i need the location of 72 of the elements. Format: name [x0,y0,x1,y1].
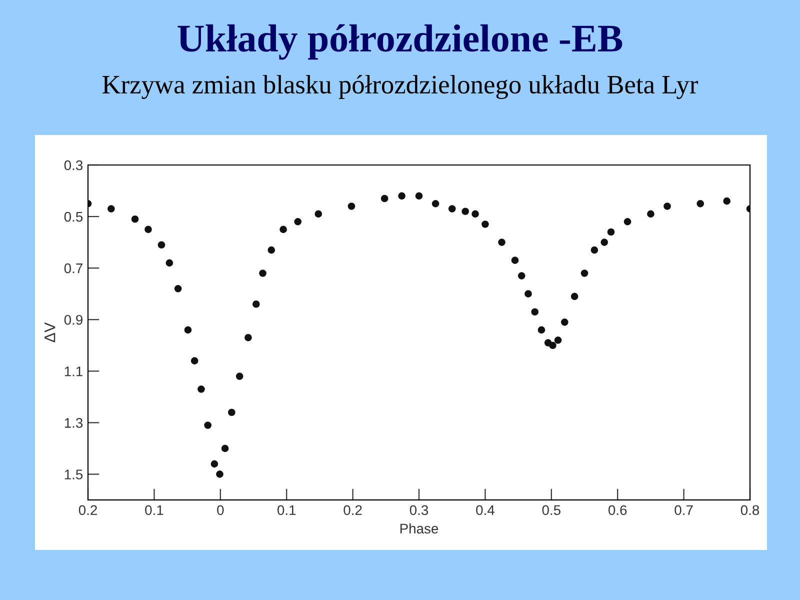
point [538,326,546,334]
point [380,194,388,202]
point [216,470,224,478]
x-tick-label: 0.1 [145,505,164,516]
point [723,197,730,205]
x-tick-label: 0.2 [344,505,362,516]
x-tick-label: 0.3 [410,505,428,516]
point [600,238,608,246]
point [554,336,562,344]
chart-title: Układy półrozdzielone -EB [178,24,622,60]
y-tick-label: 1.5 [64,470,83,480]
point [268,246,276,254]
x-tick-label: 0.8 [740,505,760,516]
point [549,342,556,350]
y-tick-label: 0.5 [64,212,83,222]
point [174,285,182,292]
point [482,220,489,228]
y-tick-label: 1.1 [64,366,82,376]
point [131,215,139,223]
x-tick-label: 0 [217,505,224,516]
point [580,270,588,277]
x-tick-label: 0.6 [608,505,627,516]
point [108,205,115,212]
x-tick-label: 0.5 [542,505,560,516]
x-tick-label: 0.4 [476,505,494,516]
point [236,372,244,380]
point [398,192,406,200]
point [524,290,532,298]
point [314,210,322,218]
chart-subtitle: Krzywa zmian blasku półrozdzielonego układu Beta Lyr [102,74,698,100]
y-tick-label: 1.3 [64,418,83,428]
y-tick-label: 0.7 [64,263,82,274]
point [144,226,152,234]
point [518,272,526,280]
point [498,238,506,246]
y-axis-title: ΔV [44,322,56,342]
point [696,200,704,208]
point [244,334,252,342]
point [448,205,456,212]
point [511,256,519,264]
point [415,192,423,200]
point [570,292,578,300]
point [531,308,539,316]
y-tick-label: 0.9 [64,314,82,325]
point [204,422,212,429]
point [472,210,479,218]
point [462,208,469,216]
point [184,326,192,334]
point [166,259,174,267]
x-tick-label: 0.2 [78,505,97,516]
point [210,460,218,468]
point [198,386,205,393]
point [560,318,568,326]
point [190,357,198,364]
x-axis-title: Phase [400,523,438,534]
point [664,202,671,210]
point [294,218,302,226]
point [228,408,236,416]
point [607,228,615,236]
point [280,226,287,234]
point [590,246,598,254]
point [221,444,229,452]
point [647,210,654,218]
point [348,202,356,210]
point [624,218,632,226]
point [252,300,260,308]
point [432,200,440,208]
point [158,241,166,249]
x-tick-label: 0.7 [674,505,693,516]
point [259,270,266,277]
x-tick-label: 0.1 [277,505,296,516]
y-tick-label: 0.3 [64,160,83,170]
